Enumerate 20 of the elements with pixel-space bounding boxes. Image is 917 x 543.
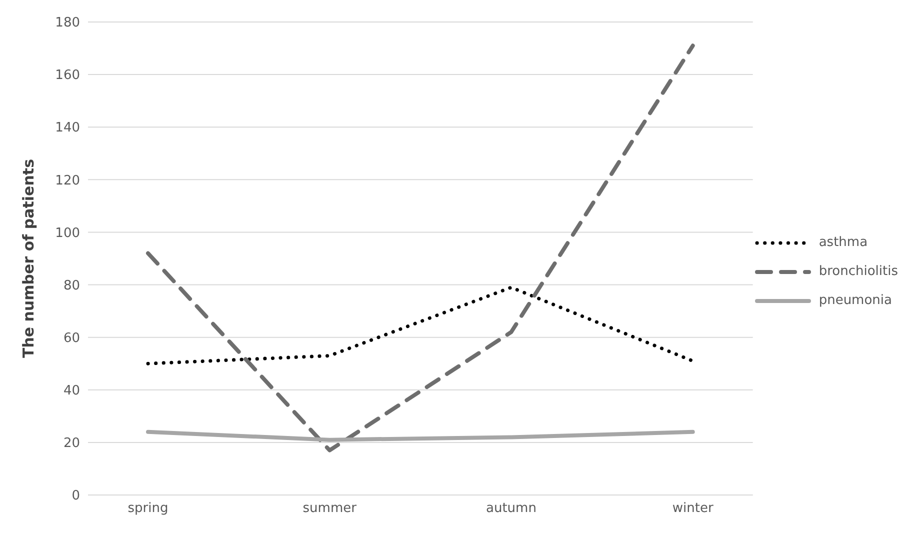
y-tick-label: 160: [55, 68, 80, 84]
y-tick-label: 100: [55, 226, 80, 241]
y-tick-label: 120: [55, 173, 80, 188]
y-tick-label: 0: [72, 488, 80, 504]
y-tick-label: 40: [63, 384, 80, 399]
y-tick-label: 60: [63, 330, 80, 346]
x-tick-label: summer: [302, 501, 358, 516]
y-axis-title: The number of patients: [19, 158, 38, 358]
line-series: [146, 44, 695, 452]
y-tick-label: 180: [55, 16, 80, 31]
legend-label: asthma: [818, 235, 868, 250]
y-tick-label: 20: [63, 436, 80, 452]
x-tick-label: winter: [672, 501, 714, 516]
x-tick-label: spring: [128, 501, 168, 516]
legend-label: pneumonia: [818, 293, 892, 308]
line-series: [146, 286, 695, 366]
legend-label: bronchiolitis: [818, 264, 898, 279]
y-tick-label: 80: [63, 278, 80, 294]
y-tick-label: 140: [55, 120, 80, 136]
x-tick-label: autumn: [486, 501, 536, 516]
